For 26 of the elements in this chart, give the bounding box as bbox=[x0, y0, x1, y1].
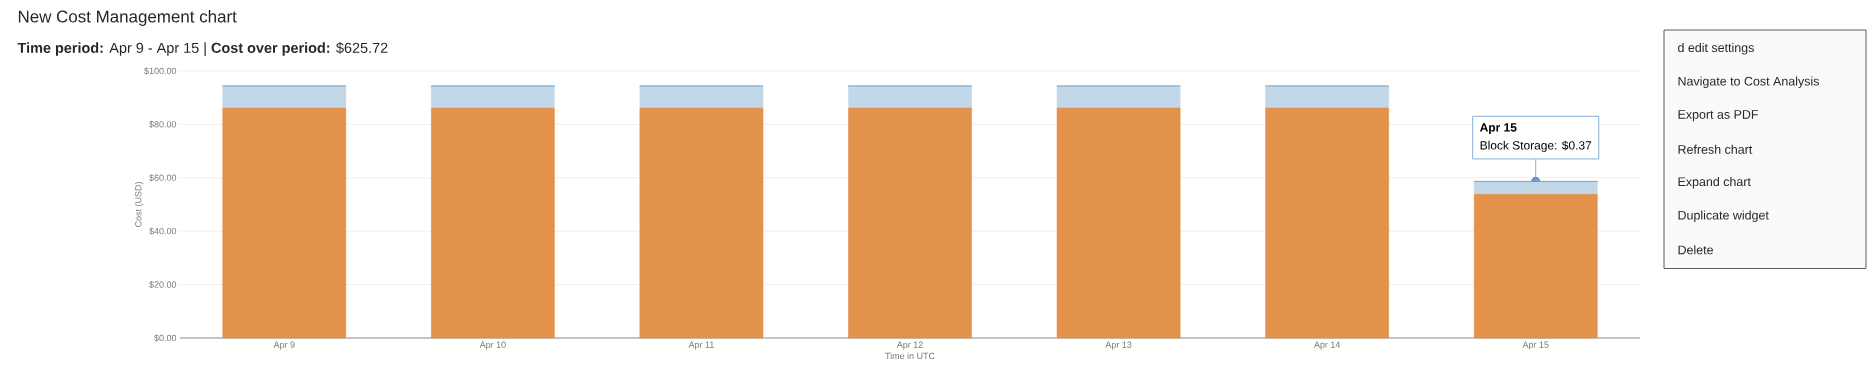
y-tick-label: $80.00 bbox=[149, 120, 177, 129]
annotation: Block Storage: $0.37 bbox=[1480, 140, 1592, 152]
x-tick-label: Apr 13 bbox=[1105, 341, 1132, 350]
chart-subtitle: Time period: Apr 9 - Apr 15 | Cost over period: $625.72 bbox=[17, 42, 388, 56]
y-tick-label: $40.00 bbox=[149, 227, 177, 235]
text: Duplicate widget bbox=[1678, 210, 1769, 223]
y-tick-label: $0.00 bbox=[154, 334, 177, 342]
x-tick-label: Apr 9 bbox=[273, 341, 295, 350]
y-tick-label: $20.00 bbox=[149, 280, 177, 289]
x-tick-label: Apr 14 bbox=[1313, 341, 1341, 350]
x-tick-label: Apr 15 bbox=[1522, 341, 1549, 350]
text: d edit settings bbox=[1678, 42, 1754, 55]
y-tick-label: $100.00 bbox=[144, 67, 177, 75]
x-tick-label: Apr 10 bbox=[479, 341, 506, 350]
y-axis-title: Cost (USD) bbox=[134, 182, 144, 227]
text: Navigate to Cost Analysis bbox=[1678, 76, 1819, 89]
y-tick-label: $60.00 bbox=[149, 174, 177, 182]
text: Refresh chart bbox=[1678, 144, 1753, 154]
x-axis-title: Time in UTC bbox=[885, 352, 935, 360]
text: Export as PDF bbox=[1678, 110, 1758, 122]
text: Delete bbox=[1678, 245, 1713, 255]
chart-title: New Cost Management chart bbox=[18, 10, 237, 26]
text: Expand chart bbox=[1678, 176, 1751, 189]
annotation: Apr 15 bbox=[1479, 123, 1517, 135]
x-tick-label: Apr 12 bbox=[896, 341, 923, 350]
x-tick-label: Apr 11 bbox=[688, 341, 714, 350]
